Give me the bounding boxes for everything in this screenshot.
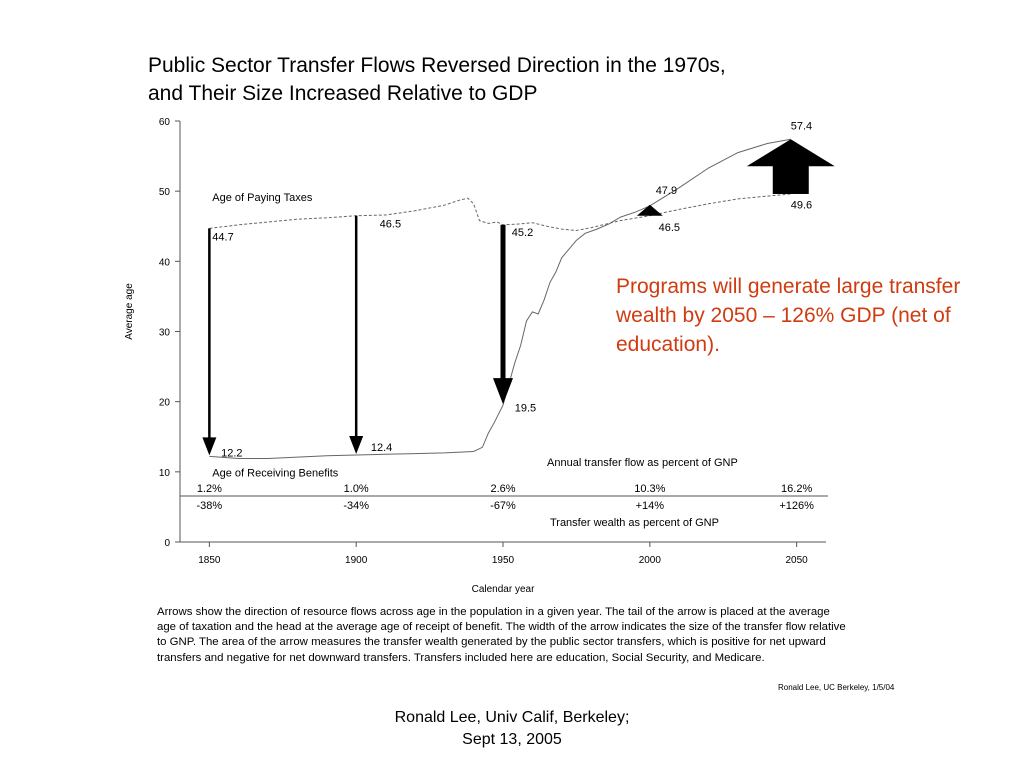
- arrow-head: [202, 437, 217, 456]
- flow-value: 16.2%: [781, 483, 812, 495]
- series-label: Age of Paying Taxes: [212, 192, 313, 204]
- transfer-table: Annual transfer flow as percent of GNP Tr…: [180, 457, 828, 529]
- flow-value: 1.2%: [197, 483, 222, 495]
- chart-axes: 0 10 20 30 40 50 60 1850 1900 1950 2000 2050 Calenda…: [124, 117, 826, 595]
- wealth-value: -34%: [343, 500, 369, 512]
- footer-author: Ronald Lee, Univ Calif, Berkeley;: [394, 709, 630, 726]
- point-label: 45.2: [512, 227, 533, 239]
- y-tick-label: 50: [159, 187, 171, 198]
- point-label: 46.5: [659, 222, 680, 234]
- x-tick-label: 1850: [198, 555, 221, 566]
- flow-value: 2.6%: [490, 483, 515, 495]
- wealth-row-label: Transfer wealth as percent of GNP: [550, 517, 719, 529]
- y-tick-label: 20: [159, 398, 171, 409]
- arrow-shaft: [354, 215, 358, 437]
- arrow-shaft: [772, 165, 809, 194]
- callout-note: Programs will generate large transfer we…: [616, 275, 961, 356]
- chart-title-line-1: Public Sector Transfer Flows Reversed Di…: [148, 54, 726, 77]
- series-label: Age of Receiving Benefits: [212, 468, 338, 480]
- y-tick-label: 0: [164, 538, 170, 549]
- x-tick-label: 1950: [492, 555, 515, 566]
- wealth-value: -38%: [197, 500, 223, 512]
- wealth-value: +126%: [779, 500, 814, 512]
- x-axis-label: Calendar year: [472, 584, 535, 595]
- chart-labels: 44.7 12.2 46.5 12.4 45.2 19.5 47.9 46.5 57.4 49.6…: [212, 120, 812, 479]
- x-tick-label: 2050: [786, 555, 809, 566]
- slide-footer: Ronald Lee, Univ Calif, Berkeley; Sept 1…: [0, 707, 1024, 751]
- arrow-head: [636, 204, 663, 216]
- point-label: 12.4: [371, 442, 392, 454]
- arrow-head: [349, 435, 364, 454]
- transfer-arrows: [202, 139, 835, 456]
- y-tick-label: 30: [159, 328, 171, 339]
- arrow-shaft: [500, 224, 506, 380]
- flow-row-label: Annual transfer flow as percent of GNP: [547, 457, 738, 469]
- point-label: 12.2: [221, 447, 242, 459]
- arrow-shaft: [208, 228, 211, 439]
- benefit-age-line: [209, 138, 791, 459]
- point-label: 49.6: [791, 200, 812, 212]
- y-tick-label: 10: [159, 468, 171, 479]
- y-tick-label: 40: [159, 257, 171, 268]
- x-tick-label: 1900: [345, 555, 368, 566]
- arrow-head: [746, 139, 835, 167]
- point-label: 47.9: [656, 185, 677, 197]
- flow-value: 10.3%: [634, 483, 665, 495]
- arrow-head: [493, 378, 513, 405]
- chart-title-line-2: and Their Size Increased Relative to GDP: [148, 82, 538, 105]
- point-label: 46.5: [380, 219, 401, 231]
- chart-title: Public Sector Transfer Flows Reversed Di…: [148, 52, 726, 108]
- point-label: 57.4: [791, 120, 812, 132]
- figure-caption: Arrows show the direction of resource fl…: [157, 606, 846, 664]
- footer-date: Sept 13, 2005: [462, 731, 562, 748]
- y-axis-label: Average age: [124, 283, 135, 340]
- point-label: 19.5: [515, 402, 536, 414]
- point-label: 44.7: [212, 231, 233, 243]
- wealth-value: +14%: [636, 500, 665, 512]
- x-tick-label: 2000: [639, 555, 662, 566]
- flow-value: 1.0%: [344, 483, 369, 495]
- figure-credit: Ronald Lee, UC Berkeley, 1/5/04: [778, 683, 895, 692]
- y-tick-label: 60: [159, 117, 171, 128]
- wealth-value: -67%: [490, 500, 516, 512]
